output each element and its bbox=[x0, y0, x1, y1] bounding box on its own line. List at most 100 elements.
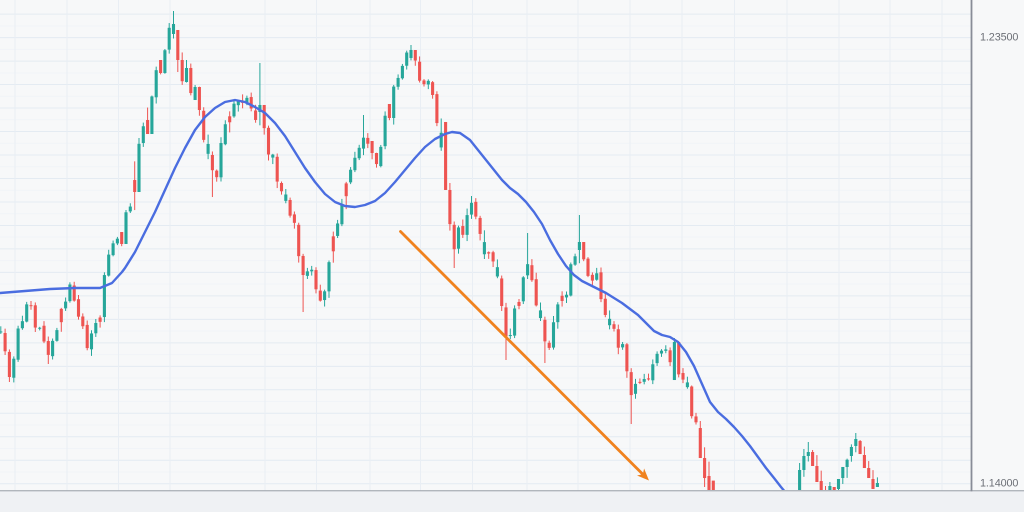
candle bbox=[38, 326, 42, 331]
candle bbox=[249, 92, 253, 112]
moving-average-line bbox=[0, 98, 786, 490]
candle bbox=[815, 455, 819, 483]
candle bbox=[102, 272, 106, 323]
candle bbox=[387, 103, 391, 121]
candle bbox=[310, 265, 314, 276]
candle bbox=[633, 378, 638, 399]
candle bbox=[599, 267, 603, 303]
candle bbox=[638, 378, 642, 385]
candle bbox=[551, 316, 556, 350]
candle bbox=[323, 289, 327, 307]
price-axis-label-bottom: 1.14000 bbox=[980, 478, 1018, 490]
candle bbox=[180, 52, 184, 85]
candle bbox=[361, 114, 366, 156]
candle bbox=[98, 315, 102, 328]
candle bbox=[802, 448, 806, 477]
candle bbox=[163, 49, 167, 74]
price-axis-label-top: 1.23500 bbox=[980, 32, 1018, 44]
candle bbox=[228, 111, 232, 133]
candle bbox=[798, 462, 802, 490]
candle bbox=[590, 272, 594, 288]
candle bbox=[608, 310, 612, 330]
candle bbox=[197, 86, 201, 116]
candle bbox=[655, 351, 659, 366]
candle bbox=[7, 349, 11, 382]
candle bbox=[353, 151, 357, 173]
candle bbox=[629, 368, 633, 425]
candle bbox=[707, 461, 711, 490]
candle bbox=[677, 341, 681, 378]
candle bbox=[258, 63, 262, 126]
candle bbox=[232, 100, 236, 118]
candle bbox=[841, 466, 845, 484]
candle bbox=[176, 29, 180, 73]
candle bbox=[124, 210, 128, 244]
candle bbox=[469, 195, 474, 219]
candle bbox=[672, 337, 676, 381]
candle bbox=[3, 328, 7, 355]
candle bbox=[137, 137, 141, 192]
candle bbox=[564, 291, 569, 303]
candle bbox=[405, 50, 409, 70]
candle bbox=[111, 240, 115, 257]
price-axis[interactable]: 1.23500 1.14000 bbox=[980, 32, 1019, 490]
candle bbox=[456, 225, 461, 254]
candle bbox=[76, 295, 81, 320]
candle bbox=[20, 315, 24, 330]
candle bbox=[711, 480, 715, 490]
candle bbox=[292, 211, 296, 229]
candle bbox=[513, 305, 517, 339]
candle bbox=[616, 324, 620, 355]
candle bbox=[659, 349, 664, 357]
candle bbox=[664, 345, 668, 354]
candle bbox=[556, 302, 560, 329]
trend-arrow-annotation[interactable] bbox=[399, 230, 650, 481]
candle bbox=[25, 301, 29, 323]
candle bbox=[452, 221, 456, 269]
candle bbox=[374, 152, 379, 168]
candle bbox=[219, 137, 223, 182]
candle bbox=[68, 282, 72, 303]
candle bbox=[435, 91, 439, 127]
candle bbox=[29, 301, 33, 310]
candle bbox=[236, 100, 240, 112]
candle bbox=[314, 267, 318, 294]
candle bbox=[418, 56, 422, 83]
candle bbox=[366, 133, 370, 149]
candle bbox=[284, 188, 288, 204]
candle bbox=[569, 262, 573, 297]
candle bbox=[478, 215, 482, 241]
candle bbox=[392, 84, 396, 125]
candle bbox=[42, 321, 46, 344]
candle bbox=[858, 440, 862, 455]
candle bbox=[426, 79, 430, 90]
candle bbox=[318, 284, 322, 302]
candle bbox=[357, 144, 361, 161]
candle bbox=[72, 281, 76, 302]
candle bbox=[141, 122, 145, 147]
candle bbox=[55, 327, 59, 342]
candle bbox=[862, 446, 866, 469]
time-axis-band[interactable] bbox=[0, 491, 1024, 512]
candle bbox=[301, 253, 305, 313]
candle bbox=[526, 232, 530, 280]
candle bbox=[867, 461, 871, 479]
candle bbox=[154, 66, 158, 104]
candle bbox=[508, 328, 512, 340]
candle bbox=[370, 141, 374, 160]
candle bbox=[681, 368, 685, 384]
candle bbox=[184, 60, 189, 83]
candle bbox=[59, 307, 63, 332]
candle bbox=[331, 231, 335, 263]
candle bbox=[167, 23, 171, 54]
candle bbox=[603, 292, 607, 318]
candle bbox=[223, 120, 227, 146]
candle bbox=[431, 80, 435, 99]
candle bbox=[465, 208, 469, 242]
candle bbox=[849, 444, 853, 462]
candle bbox=[107, 249, 111, 277]
candle bbox=[64, 297, 68, 311]
candle bbox=[517, 299, 521, 310]
candle bbox=[495, 259, 499, 279]
